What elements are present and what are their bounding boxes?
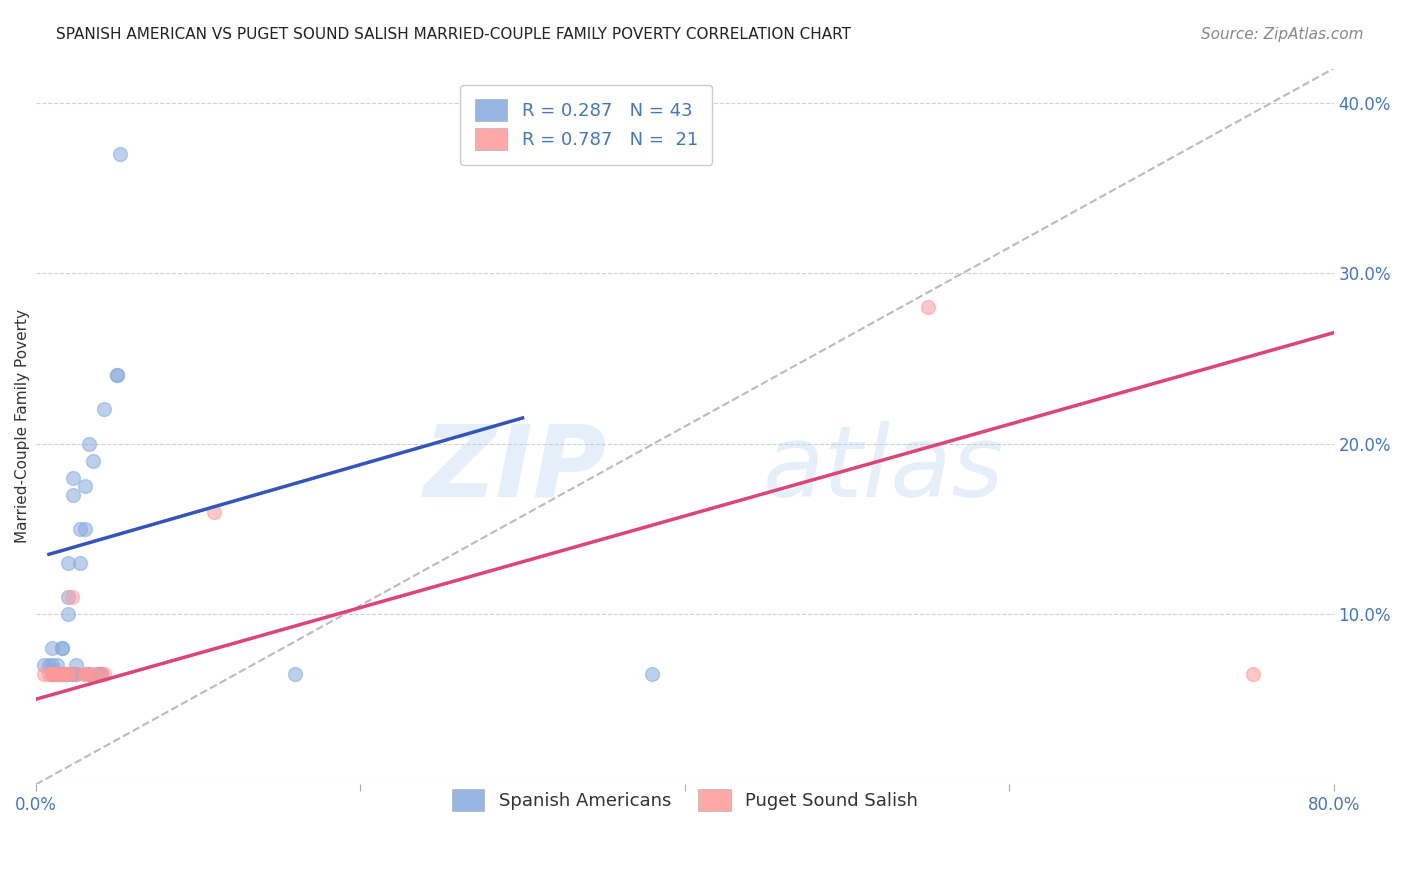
Legend: Spanish Americans, Puget Sound Salish: Spanish Americans, Puget Sound Salish	[437, 774, 932, 825]
Point	[38, 658, 60, 673]
Point	[76, 666, 98, 681]
Point	[69, 522, 91, 536]
Point	[65, 666, 87, 681]
Point	[62, 470, 84, 484]
Point	[73, 666, 96, 681]
Point	[90, 666, 112, 681]
Text: SPANISH AMERICAN VS PUGET SOUND SALISH MARRIED-COUPLE FAMILY POVERTY CORRELATION: SPANISH AMERICAN VS PUGET SOUND SALISH M…	[56, 27, 851, 42]
Point	[86, 666, 108, 681]
Point	[41, 666, 63, 681]
Point	[41, 658, 63, 673]
Point	[51, 641, 73, 656]
Text: atlas: atlas	[762, 421, 1004, 518]
Point	[44, 666, 66, 681]
Point	[73, 522, 96, 536]
Point	[53, 666, 76, 681]
Point	[53, 666, 76, 681]
Point	[51, 641, 73, 656]
Point	[44, 666, 66, 681]
Point	[58, 590, 80, 604]
Point	[46, 658, 69, 673]
Point	[1241, 666, 1264, 681]
Point	[79, 436, 101, 450]
Point	[284, 666, 307, 681]
Point	[58, 666, 80, 681]
Point	[60, 666, 83, 681]
Point	[53, 666, 76, 681]
Point	[90, 666, 112, 681]
Point	[46, 666, 69, 681]
Point	[58, 556, 80, 570]
Point	[82, 666, 104, 681]
Point	[58, 607, 80, 621]
Point	[38, 666, 60, 681]
Point	[49, 666, 72, 681]
Point	[41, 641, 63, 656]
Point	[32, 658, 55, 673]
Point	[49, 666, 72, 681]
Point	[105, 368, 128, 383]
Point	[32, 666, 55, 681]
Point	[65, 658, 87, 673]
Point	[41, 666, 63, 681]
Point	[41, 666, 63, 681]
Point	[69, 556, 91, 570]
Point	[60, 666, 83, 681]
Point	[49, 666, 72, 681]
Point	[90, 666, 112, 681]
Point	[86, 666, 108, 681]
Point	[110, 146, 132, 161]
Point	[917, 300, 939, 314]
Point	[105, 368, 128, 383]
Point	[73, 479, 96, 493]
Point	[58, 666, 80, 681]
Point	[76, 666, 98, 681]
Point	[93, 402, 115, 417]
Point	[76, 666, 98, 681]
Point	[202, 505, 225, 519]
Point	[49, 666, 72, 681]
Text: ZIP: ZIP	[425, 421, 607, 518]
Point	[93, 666, 115, 681]
Point	[60, 590, 83, 604]
Point	[63, 666, 86, 681]
Text: Source: ZipAtlas.com: Source: ZipAtlas.com	[1201, 27, 1364, 42]
Point	[65, 666, 87, 681]
Point	[82, 453, 104, 467]
Point	[62, 488, 84, 502]
Y-axis label: Married-Couple Family Poverty: Married-Couple Family Poverty	[15, 310, 31, 543]
Point	[73, 666, 96, 681]
Point	[641, 666, 664, 681]
Point	[49, 666, 72, 681]
